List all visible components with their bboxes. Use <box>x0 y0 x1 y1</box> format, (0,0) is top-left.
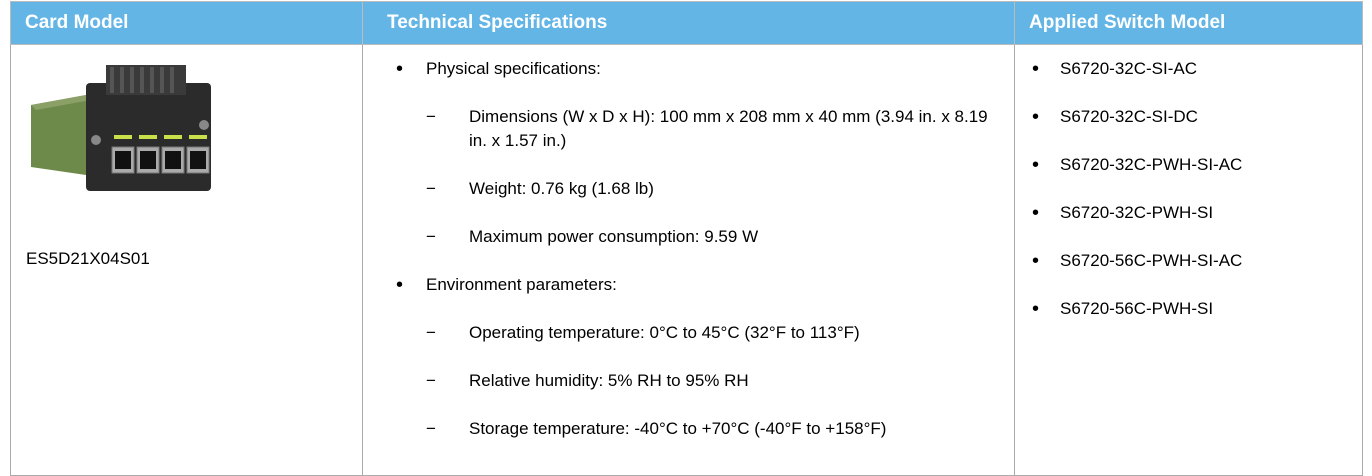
spec-item: Dimensions (W x D x H): 100 mm x 208 mm … <box>363 93 1014 165</box>
switch-list: S6720-32C-SI-ACS6720-32C-SI-DCS6720-32C-… <box>1015 45 1362 333</box>
switch-model: S6720-32C-SI-AC <box>1015 45 1362 93</box>
header-cell: Card Model <box>11 2 363 45</box>
card-cell: ES5D21X04S01 <box>11 45 363 476</box>
switch-cell: S6720-32C-SI-ACS6720-32C-SI-DCS6720-32C-… <box>1015 45 1363 476</box>
specs-cell: Physical specifications:Dimensions (W x … <box>363 45 1015 476</box>
card-model: ES5D21X04S01 <box>26 249 362 269</box>
spec-group: Environment parameters: <box>363 261 1014 309</box>
switch-model: S6720-32C-SI-DC <box>1015 93 1362 141</box>
spec-item: Weight: 0.76 kg (1.68 lb) <box>363 165 1014 213</box>
spec-list: Physical specifications:Dimensions (W x … <box>363 45 1014 453</box>
switch-model: S6720-32C-PWH-SI <box>1015 189 1362 237</box>
spec-table: Card Model Technical Specifications Appl… <box>10 1 1363 476</box>
spec-item: Storage temperature: -40°C to +70°C (-40… <box>363 405 1014 453</box>
spec-group: Physical specifications: <box>363 45 1014 93</box>
switch-model: S6720-32C-PWH-SI-AC <box>1015 141 1362 189</box>
header-cell: Technical Specifications <box>363 2 1015 45</box>
header-cell: Applied Switch Model <box>1015 2 1363 45</box>
header-row: Card Model Technical Specifications Appl… <box>11 2 1363 45</box>
spec-item: Operating temperature: 0°C to 45°C (32°F… <box>363 309 1014 357</box>
switch-model: S6720-56C-PWH-SI-AC <box>1015 237 1362 285</box>
spec-item: Maximum power consumption: 9.59 W <box>363 213 1014 261</box>
card-image <box>26 55 216 205</box>
switch-model: S6720-56C-PWH-SI <box>1015 285 1362 333</box>
page: Card Model Technical Specifications Appl… <box>0 0 1372 476</box>
spec-item: Relative humidity: 5% RH to 95% RH <box>363 357 1014 405</box>
body-row: ES5D21X04S01 Physical specifications:Dim… <box>11 45 1363 476</box>
